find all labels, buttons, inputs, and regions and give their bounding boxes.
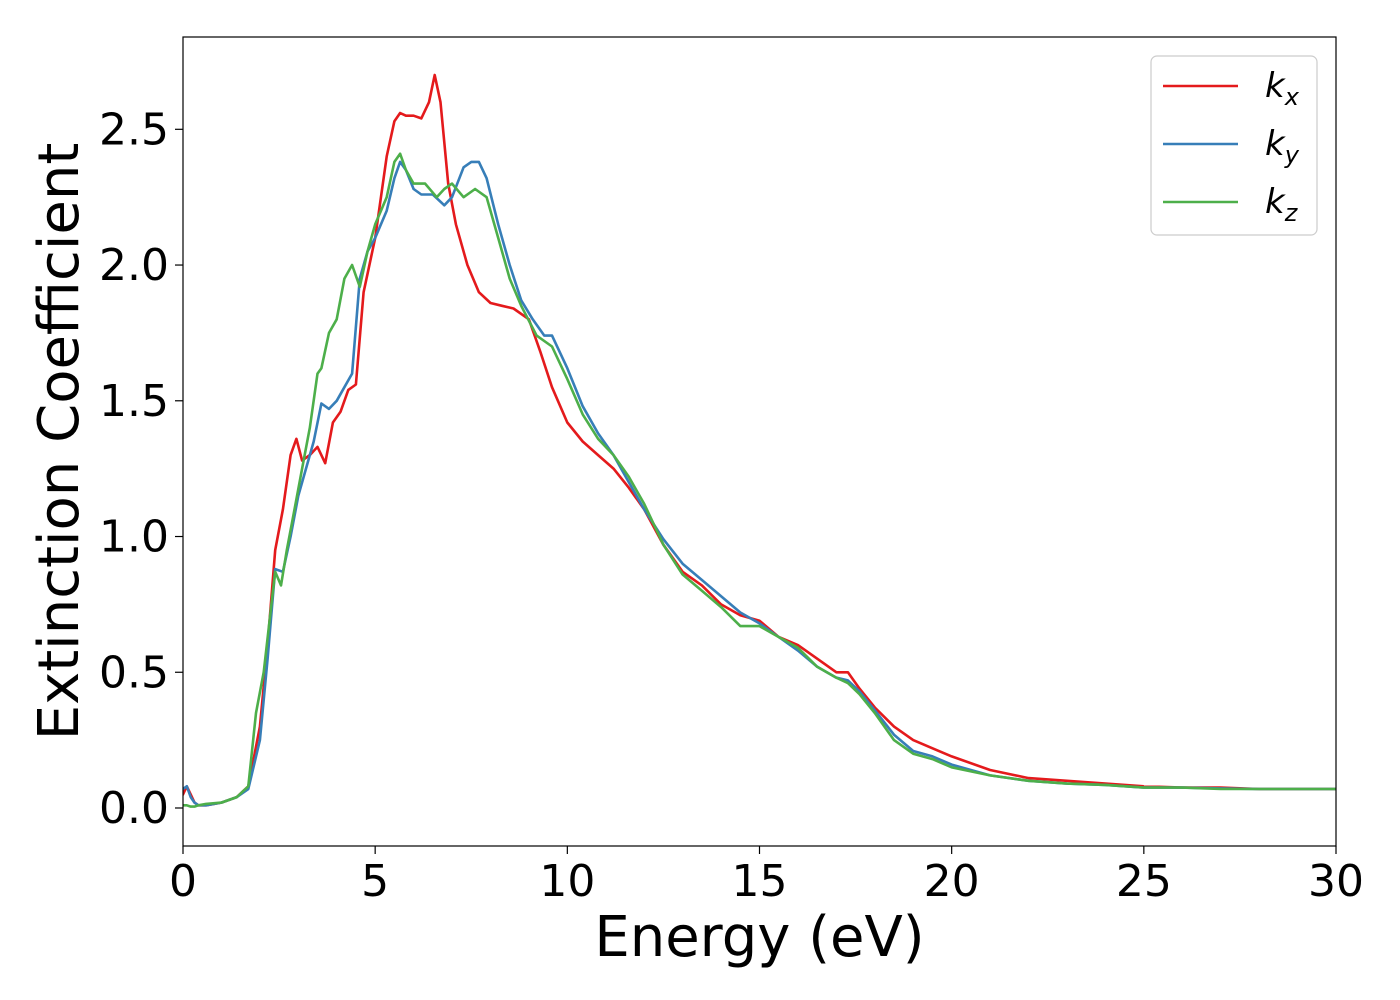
- y-tick-label: 2.5: [99, 104, 169, 155]
- legend-box: [1150, 55, 1318, 236]
- x-axis: 0 5 10 15 20 25 30: [169, 846, 1364, 907]
- x-tick-label: 15: [732, 856, 788, 907]
- series-layer: [183, 73, 1336, 808]
- x-tick-label: 0: [169, 856, 197, 907]
- y-tick-label: 0.0: [99, 783, 169, 834]
- y-tick-label: 1.0: [99, 512, 169, 563]
- x-tick-label: 30: [1308, 856, 1364, 907]
- legend: kx ky kz: [1150, 55, 1318, 236]
- legend-label-x: kx: [1265, 66, 1300, 111]
- y-axis-title: Extinction Coefficient: [27, 143, 92, 741]
- x-tick-label: 10: [539, 856, 595, 907]
- y-axis: 0.0 0.5 1.0 1.5 2.0 2.5: [99, 104, 183, 834]
- legend-label-y: ky: [1265, 124, 1300, 169]
- legend-label-z: kz: [1265, 182, 1299, 227]
- x-tick-label: 20: [924, 856, 980, 907]
- y-tick-label: 2.0: [99, 240, 169, 291]
- x-axis-title: Energy (eV): [594, 905, 924, 970]
- x-tick-label: 25: [1116, 856, 1172, 907]
- series-line-z: [183, 152, 1336, 808]
- y-tick-label: 0.5: [99, 647, 169, 698]
- x-tick-label: 5: [361, 856, 389, 907]
- y-tick-label: 1.5: [99, 376, 169, 427]
- series-line-x: [183, 73, 1336, 807]
